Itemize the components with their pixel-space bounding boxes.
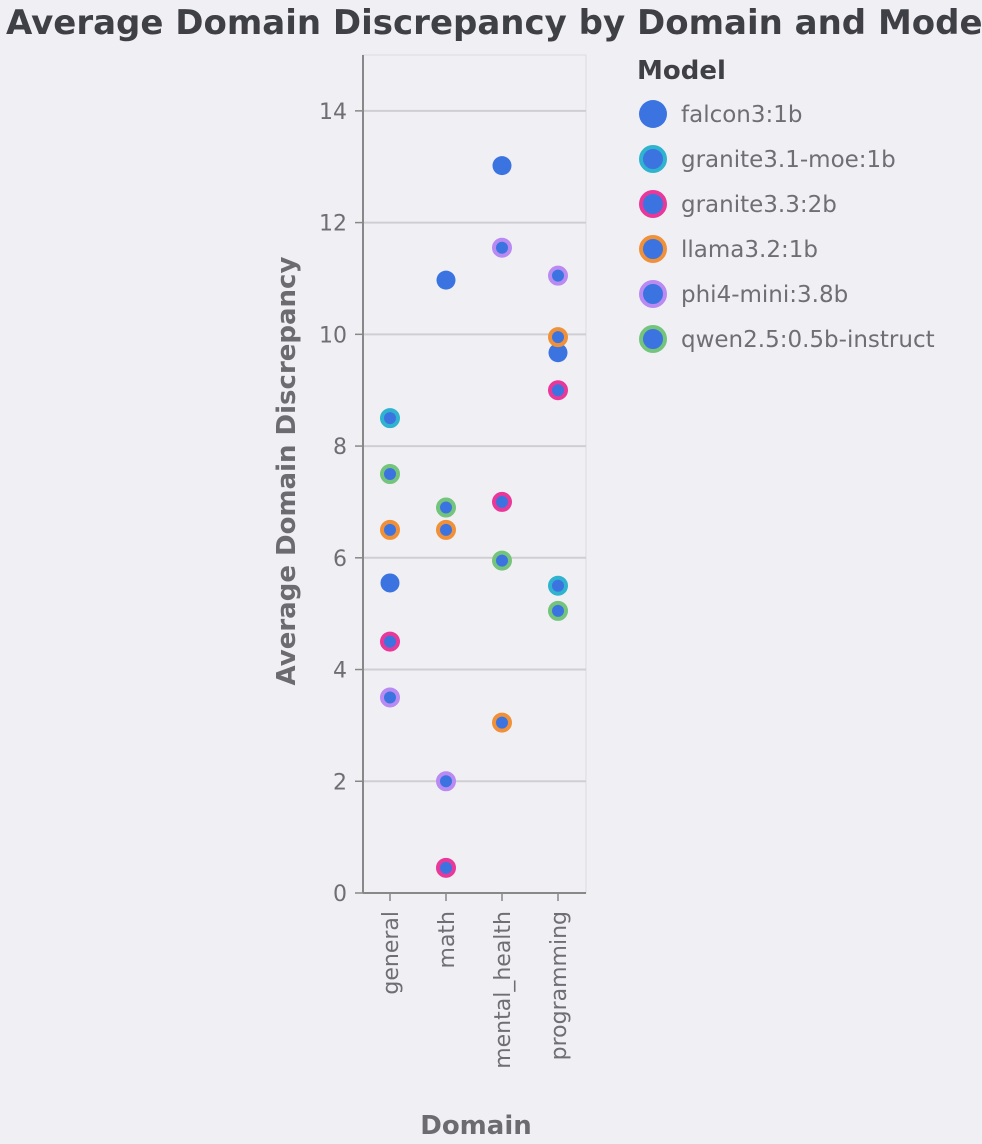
y-tick-label: 10 bbox=[319, 323, 347, 348]
data-point bbox=[436, 771, 456, 792]
chart-title: Average Domain Discrepancy by Domain and… bbox=[6, 3, 982, 43]
data-point bbox=[380, 519, 400, 540]
data-point bbox=[548, 343, 568, 363]
data-point bbox=[548, 265, 568, 286]
y-tick-label: 8 bbox=[333, 435, 347, 460]
legend-label: granite3.3:2b bbox=[681, 192, 837, 218]
data-point bbox=[492, 712, 512, 733]
legend-label: phi4-mini:3.8b bbox=[681, 282, 848, 308]
y-tick-label: 4 bbox=[333, 659, 347, 684]
data-point bbox=[492, 237, 512, 258]
y-tick-label: 2 bbox=[333, 770, 347, 795]
x-tick-label: programming bbox=[547, 911, 572, 1060]
data-point bbox=[380, 573, 400, 593]
legend-symbol bbox=[639, 145, 667, 173]
data-point bbox=[436, 270, 456, 290]
data-point bbox=[548, 575, 568, 596]
data-point bbox=[548, 380, 568, 401]
y-tick-label: 6 bbox=[333, 547, 347, 572]
y-tick-label: 14 bbox=[319, 100, 347, 125]
legend: Model falcon3:1b granite3.1-moe:1b granite3… bbox=[637, 56, 935, 353]
data-point bbox=[380, 408, 400, 429]
x-tick-label: math bbox=[435, 911, 460, 968]
legend-symbol bbox=[639, 100, 667, 128]
data-point bbox=[492, 491, 512, 512]
legend-label: qwen2.5:0.5b-instruct bbox=[681, 327, 935, 353]
plot-background bbox=[362, 54, 587, 894]
y-tick-label: 0 bbox=[333, 882, 347, 907]
plot-area: 0 2 4 6 8 10 12 14 general math mental_health progr… bbox=[272, 54, 587, 1141]
x-tick-label: general bbox=[379, 911, 404, 995]
legend-symbol bbox=[639, 325, 667, 353]
data-point bbox=[436, 519, 456, 540]
data-point bbox=[380, 464, 400, 484]
data-point bbox=[380, 631, 400, 652]
data-point bbox=[436, 497, 456, 518]
legend-label: granite3.1-moe:1b bbox=[681, 147, 896, 173]
data-point bbox=[436, 857, 456, 878]
data-point bbox=[492, 156, 512, 176]
legend-title: Model bbox=[637, 56, 726, 86]
legend-label: falcon3:1b bbox=[681, 102, 803, 128]
y-tick-label: 12 bbox=[319, 212, 347, 237]
data-point bbox=[492, 550, 512, 571]
legend-symbol bbox=[639, 235, 667, 263]
data-point bbox=[548, 600, 568, 621]
y-axis-title: Average Domain Discrepancy bbox=[272, 257, 302, 686]
data-point bbox=[548, 327, 568, 348]
legend-symbol bbox=[639, 280, 667, 308]
legend-symbol bbox=[639, 190, 667, 218]
x-tick-label: mental_health bbox=[491, 911, 516, 1069]
data-point bbox=[380, 687, 400, 708]
x-axis-title: Domain bbox=[420, 1111, 532, 1141]
legend-label: llama3.2:1b bbox=[681, 237, 818, 263]
